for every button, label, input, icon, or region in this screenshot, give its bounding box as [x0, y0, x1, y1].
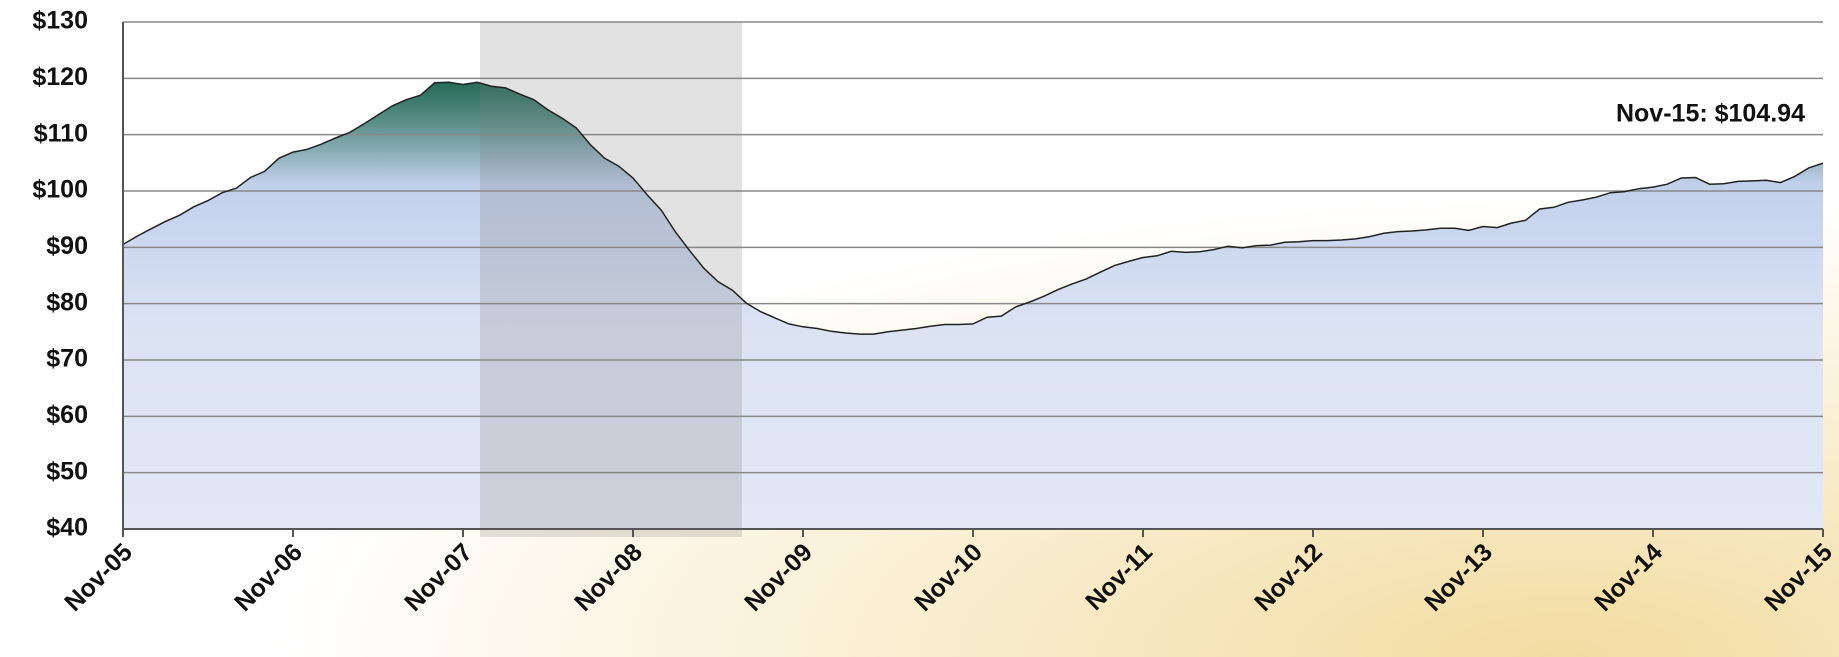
y-tick-label: $50 [46, 457, 88, 485]
y-tick-label: $120 [32, 63, 88, 91]
y-tick-label: $40 [46, 514, 88, 542]
shaded-period [480, 22, 742, 537]
y-tick-label: $130 [32, 7, 88, 35]
y-tick-label: $110 [34, 119, 88, 147]
y-tick-label: $80 [46, 288, 88, 316]
y-tick-label: $90 [46, 232, 88, 260]
annotation: Nov-15: $104.94 [1616, 100, 1805, 128]
y-tick-label: $60 [46, 401, 88, 429]
area-line [122, 81, 1824, 335]
area-fill [123, 82, 1823, 530]
y-tick-label: $100 [32, 176, 88, 204]
y-tick-label: $70 [46, 345, 88, 373]
